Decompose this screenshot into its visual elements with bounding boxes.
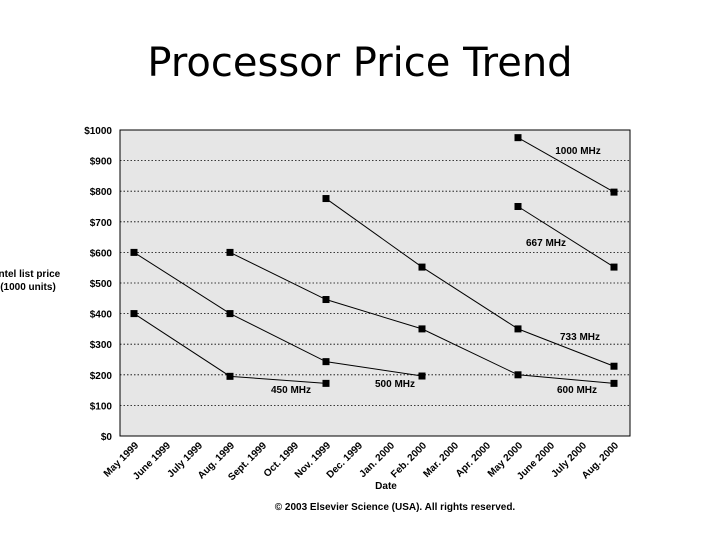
data-point bbox=[322, 358, 330, 366]
series-label: 733 MHz bbox=[560, 332, 600, 343]
data-point bbox=[418, 372, 426, 380]
series-line bbox=[517, 137, 615, 193]
series-label: 600 MHz bbox=[557, 385, 597, 396]
data-point bbox=[514, 371, 522, 379]
series-line bbox=[133, 251, 423, 377]
data-point bbox=[418, 325, 426, 333]
data-point bbox=[514, 325, 522, 333]
data-point bbox=[130, 248, 138, 256]
y-tick-label: $1000 bbox=[84, 126, 112, 137]
grid-lines bbox=[120, 160, 630, 406]
y-tick-label: $900 bbox=[90, 157, 113, 168]
series-markers bbox=[130, 134, 618, 387]
y-axis-label-line1: Intel list price bbox=[0, 269, 61, 280]
data-point bbox=[226, 372, 234, 380]
data-point bbox=[610, 188, 618, 196]
series-label: 500 MHz bbox=[375, 379, 415, 390]
series-label: 667 MHz bbox=[526, 238, 566, 249]
data-point bbox=[322, 195, 330, 203]
y-axis-label-line2: (1000 units) bbox=[0, 282, 56, 293]
data-point bbox=[322, 379, 330, 387]
data-point bbox=[610, 362, 618, 370]
slide-title: Processor Price Trend bbox=[147, 40, 573, 86]
x-axis-label: Date bbox=[375, 481, 397, 492]
y-tick-label: $800 bbox=[90, 187, 113, 198]
data-point bbox=[130, 310, 138, 318]
copyright-notice: © 2003 Elsevier Science (USA). All right… bbox=[274, 502, 516, 513]
plot-area bbox=[119, 129, 631, 437]
y-tick-labels: $0 $100 $200 $300 $400 $500 $600 $700 $800 $900 $1… bbox=[84, 126, 112, 443]
data-point bbox=[610, 263, 618, 271]
data-point bbox=[418, 263, 426, 271]
y-tick-label: $100 bbox=[90, 401, 113, 412]
y-tick-label: $400 bbox=[90, 310, 113, 321]
series-line bbox=[517, 206, 615, 268]
y-tick-label: $300 bbox=[90, 340, 113, 351]
data-point bbox=[610, 379, 618, 387]
series-label: 450 MHz bbox=[271, 385, 311, 396]
data-point bbox=[514, 134, 522, 142]
series-line bbox=[325, 198, 615, 367]
series-label: 1000 MHz bbox=[555, 146, 601, 157]
y-tick-label: $500 bbox=[90, 279, 113, 290]
data-point bbox=[226, 248, 234, 256]
data-point bbox=[226, 310, 234, 318]
data-point bbox=[322, 296, 330, 304]
y-tick-label: $0 bbox=[101, 432, 113, 443]
y-tick-label: $200 bbox=[90, 371, 113, 382]
y-tick-label: $600 bbox=[90, 248, 113, 259]
series-labels: 450 MHz 500 MHz 600 MHz 733 MHz 667 MHz 1000 … bbox=[271, 146, 601, 396]
data-point bbox=[514, 203, 522, 210]
y-tick-label: $700 bbox=[90, 218, 113, 229]
